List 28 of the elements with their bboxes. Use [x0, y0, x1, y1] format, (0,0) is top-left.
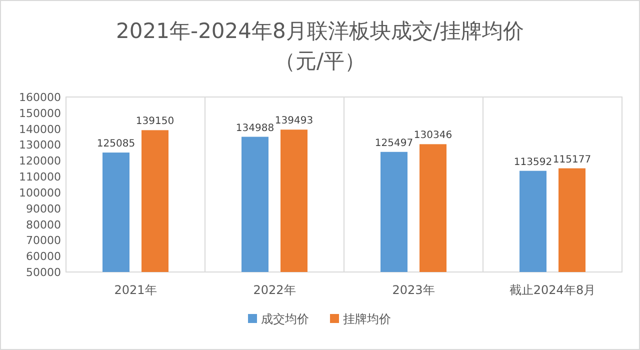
x-tick-label: 2021年 — [114, 283, 157, 297]
y-tick-label: 70000 — [26, 234, 61, 248]
x-tick-label: 2023年 — [392, 283, 435, 297]
data-label: 125497 — [374, 138, 414, 149]
data-label: 139493 — [274, 116, 314, 127]
data-label: 134988 — [236, 122, 274, 134]
y-tick-label: 100000 — [19, 186, 61, 200]
data-label: 130346 — [414, 130, 452, 142]
data-label: 115177 — [552, 154, 592, 166]
data-label: 113592 — [514, 156, 552, 168]
y-tick-label: 160000 — [19, 91, 61, 104]
chart-subtitle: （元/平） — [274, 49, 366, 73]
y-tick-label: 90000 — [26, 202, 61, 216]
y-tick-label: 60000 — [26, 250, 61, 264]
x-tick-label: 2022年 — [253, 283, 296, 297]
legend-label: 挂牌均价 — [343, 312, 391, 326]
y-tick-label: 150000 — [19, 106, 61, 120]
y-tick-label: 50000 — [26, 266, 61, 279]
y-tick-label: 80000 — [26, 218, 61, 232]
x-tick-label: 截止2024年8月 — [509, 283, 596, 297]
y-tick-label: 130000 — [19, 138, 61, 152]
y-tick-label: 110000 — [19, 170, 61, 184]
y-tick-label: 120000 — [19, 154, 61, 168]
y-tick-label: 140000 — [19, 122, 61, 136]
legend-label: 成交均价 — [261, 312, 309, 326]
chart-title: 2021年-2024年8月联洋板块成交/挂牌均价 — [116, 19, 524, 43]
data-label: 139150 — [136, 116, 174, 128]
data-label: 125085 — [96, 138, 136, 150]
